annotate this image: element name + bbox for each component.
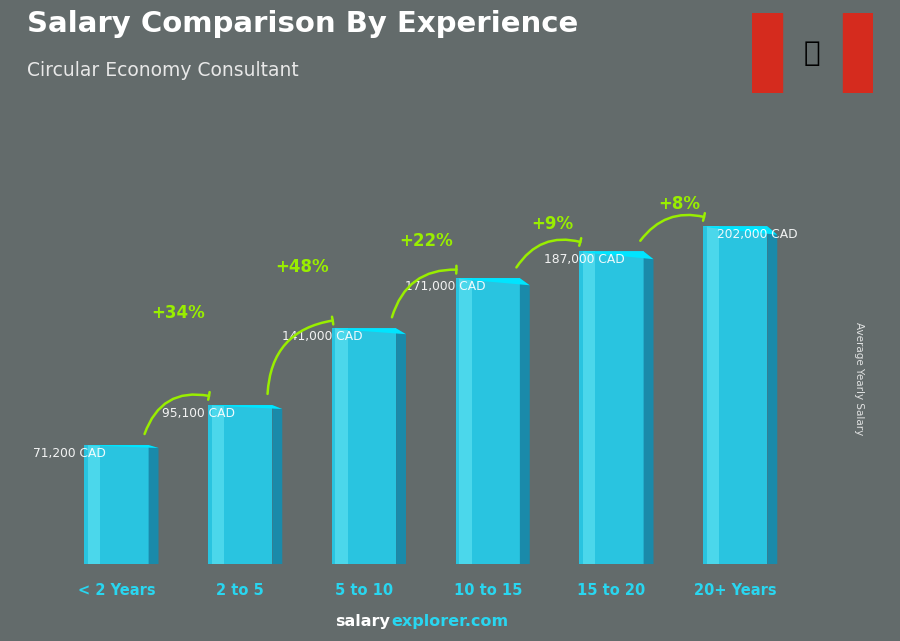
Polygon shape (85, 445, 148, 564)
Polygon shape (208, 405, 283, 409)
Text: 141,000 CAD: 141,000 CAD (282, 330, 362, 343)
Text: +48%: +48% (275, 258, 328, 276)
Polygon shape (396, 328, 406, 564)
Text: 171,000 CAD: 171,000 CAD (405, 280, 486, 293)
Text: 🍁: 🍁 (804, 39, 821, 67)
Text: +8%: +8% (659, 195, 700, 213)
Polygon shape (768, 226, 778, 564)
Polygon shape (580, 251, 653, 259)
Text: Salary Comparison By Experience: Salary Comparison By Experience (27, 10, 578, 38)
Text: 20+ Years: 20+ Years (694, 583, 777, 598)
Text: salary: salary (335, 615, 390, 629)
Polygon shape (583, 251, 596, 564)
Polygon shape (580, 251, 644, 564)
Polygon shape (644, 251, 653, 564)
Polygon shape (706, 226, 719, 564)
Text: 71,200 CAD: 71,200 CAD (33, 447, 106, 460)
Polygon shape (459, 278, 472, 564)
Text: +9%: +9% (531, 215, 573, 233)
Polygon shape (85, 445, 158, 448)
Polygon shape (455, 278, 530, 285)
Text: Average Yearly Salary: Average Yearly Salary (854, 322, 865, 435)
Bar (752, 13, 782, 93)
Text: 187,000 CAD: 187,000 CAD (544, 253, 625, 266)
Bar (842, 13, 873, 93)
Polygon shape (332, 328, 396, 564)
Text: 10 to 15: 10 to 15 (454, 583, 522, 598)
Polygon shape (88, 445, 100, 564)
Polygon shape (703, 226, 778, 235)
Polygon shape (332, 328, 406, 334)
Polygon shape (703, 226, 768, 564)
Polygon shape (336, 328, 347, 564)
Text: 2 to 5: 2 to 5 (216, 583, 264, 598)
Text: 15 to 20: 15 to 20 (577, 583, 645, 598)
Polygon shape (148, 445, 158, 564)
Polygon shape (208, 405, 273, 564)
Polygon shape (273, 405, 283, 564)
Text: Circular Economy Consultant: Circular Economy Consultant (27, 61, 299, 80)
Polygon shape (212, 405, 224, 564)
Text: < 2 Years: < 2 Years (77, 583, 155, 598)
Text: 5 to 10: 5 to 10 (335, 583, 393, 598)
Polygon shape (520, 278, 530, 564)
Text: explorer.com: explorer.com (392, 615, 508, 629)
Text: +22%: +22% (399, 231, 453, 250)
Text: 95,100 CAD: 95,100 CAD (162, 407, 235, 420)
Text: +34%: +34% (151, 304, 205, 322)
Polygon shape (455, 278, 520, 564)
Text: 202,000 CAD: 202,000 CAD (717, 228, 797, 241)
